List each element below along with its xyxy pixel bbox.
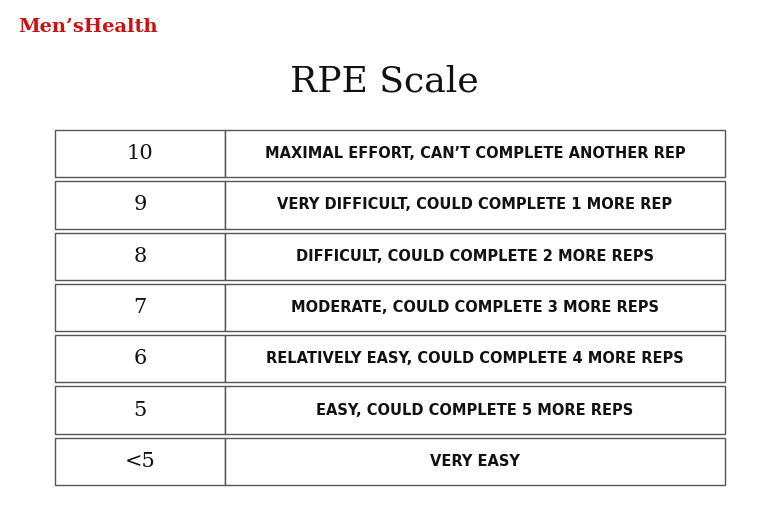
Bar — [225, 130, 725, 177]
Text: EASY, COULD COMPLETE 5 MORE REPS: EASY, COULD COMPLETE 5 MORE REPS — [316, 402, 634, 418]
Text: DIFFICULT, COULD COMPLETE 2 MORE REPS: DIFFICULT, COULD COMPLETE 2 MORE REPS — [296, 249, 654, 264]
Bar — [55, 233, 225, 280]
Bar — [55, 438, 225, 485]
Text: VERY EASY: VERY EASY — [430, 454, 520, 469]
Bar — [55, 335, 225, 382]
Text: VERY DIFFICULT, COULD COMPLETE 1 MORE REP: VERY DIFFICULT, COULD COMPLETE 1 MORE RE… — [277, 197, 673, 212]
Text: MAXIMAL EFFORT, CAN’T COMPLETE ANOTHER REP: MAXIMAL EFFORT, CAN’T COMPLETE ANOTHER R… — [265, 146, 685, 161]
Text: 8: 8 — [134, 247, 147, 266]
Bar — [55, 284, 225, 331]
Bar — [225, 438, 725, 485]
Bar — [225, 233, 725, 280]
Text: 10: 10 — [127, 144, 154, 163]
Bar — [55, 386, 225, 434]
Bar — [225, 386, 725, 434]
Text: 5: 5 — [134, 400, 147, 420]
Bar — [225, 181, 725, 228]
Text: Men’sHealth: Men’sHealth — [18, 18, 157, 36]
Text: RELATIVELY EASY, COULD COMPLETE 4 MORE REPS: RELATIVELY EASY, COULD COMPLETE 4 MORE R… — [266, 351, 684, 366]
Text: 9: 9 — [134, 195, 147, 214]
Text: 7: 7 — [134, 298, 147, 317]
Text: MODERATE, COULD COMPLETE 3 MORE REPS: MODERATE, COULD COMPLETE 3 MORE REPS — [291, 300, 659, 315]
Bar — [55, 130, 225, 177]
Text: 6: 6 — [134, 349, 147, 368]
Text: RPE Scale: RPE Scale — [290, 65, 478, 99]
Bar — [225, 284, 725, 331]
Bar — [55, 181, 225, 228]
Text: <5: <5 — [124, 452, 155, 471]
Bar — [225, 335, 725, 382]
